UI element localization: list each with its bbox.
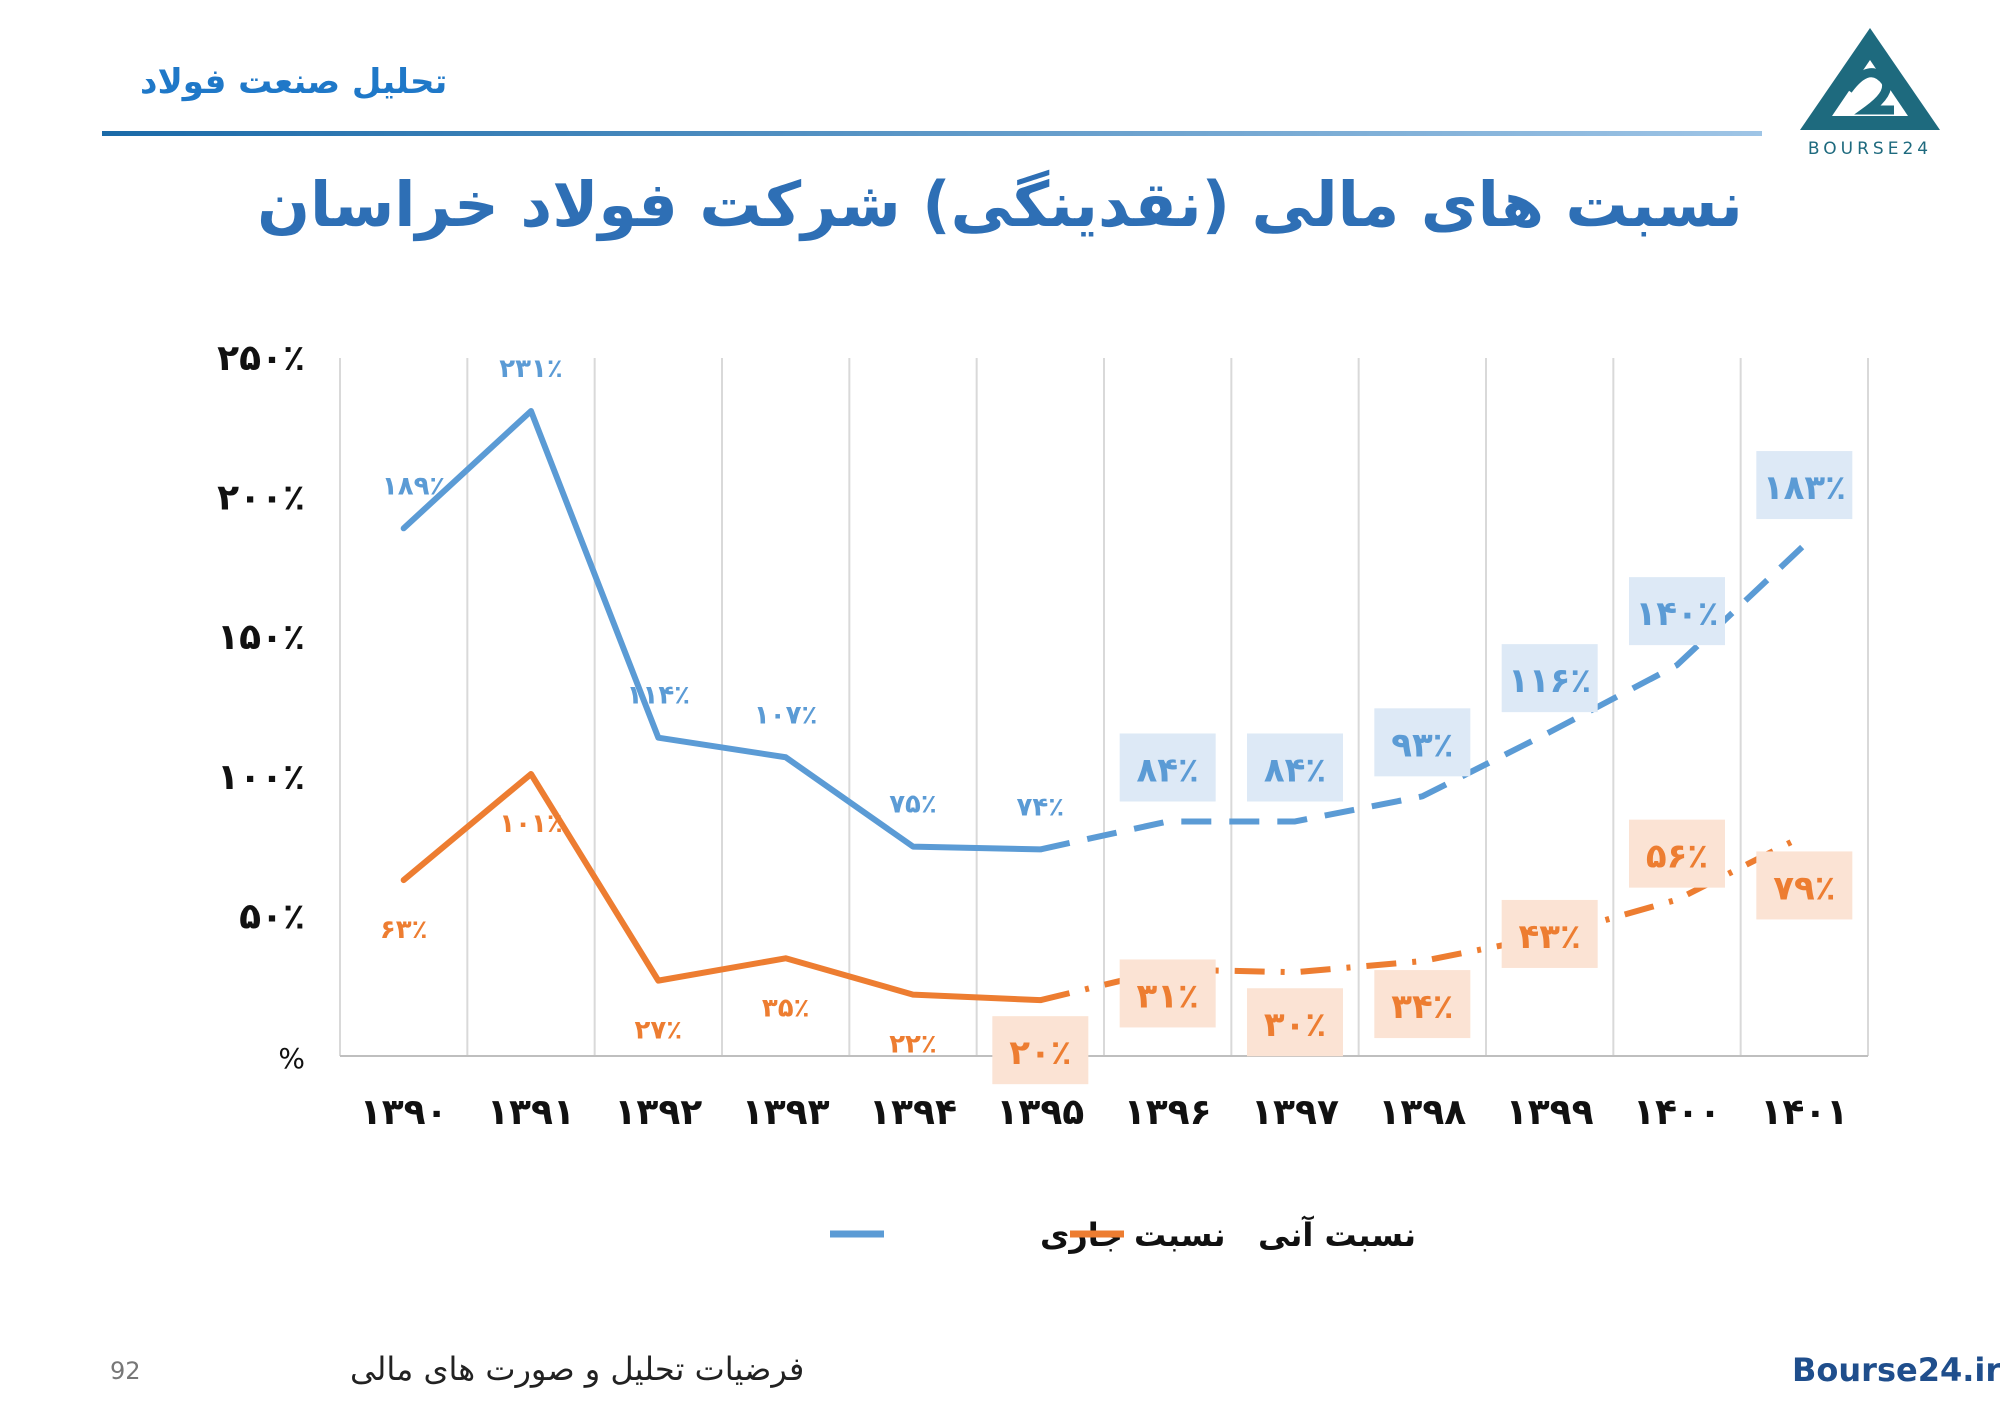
logo-text: BOURSE24	[1808, 139, 1932, 159]
data-label-box	[1119, 733, 1216, 802]
x-tick-label: ۱۳۹۸	[1378, 1092, 1466, 1133]
y-tick-label: ۱۵۰٪	[217, 617, 305, 658]
data-label: ۶۳٪	[380, 915, 428, 945]
x-tick-label: ۱۳۹۶	[1124, 1092, 1212, 1133]
data-label: ۲۲٪	[889, 1030, 937, 1060]
x-tick-label: ۱۴۰۱	[1760, 1092, 1848, 1133]
data-label: ۷۵٪	[889, 790, 937, 820]
data-label-box	[1756, 851, 1853, 920]
data-label: ۱۰۱٪	[499, 809, 562, 839]
bourse24-logo: BOURSE24	[1800, 28, 1940, 159]
x-tick-label: ۱۳۹۹	[1506, 1092, 1594, 1133]
data-label-box	[1374, 708, 1471, 777]
data-label: ۸۴٪	[1264, 750, 1326, 790]
series-line-forecast	[1039, 542, 1807, 853]
header-title: تحلیل صنعت فولاد	[140, 62, 448, 102]
data-label-box	[1501, 899, 1598, 968]
data-label: ۱۱۶٪	[1508, 661, 1591, 701]
data-label: ۱۴۰٪	[1635, 594, 1718, 634]
y-tick-label: ۱۰۰٪	[217, 757, 305, 798]
data-label: ۸۴٪	[1137, 750, 1199, 790]
data-label: ۲۰٪	[1009, 1033, 1071, 1073]
page-number: 92	[110, 1357, 141, 1385]
data-label: ۱۸۳٪	[1763, 468, 1846, 508]
data-label-box	[992, 1016, 1089, 1085]
data-label: ۲۷٪	[635, 1016, 683, 1046]
x-tick-label: ۱۳۹۴	[869, 1092, 957, 1133]
x-tick-label: ۱۳۹۰	[360, 1092, 448, 1133]
footer-site: Bourse24.ir	[1792, 1351, 2000, 1389]
x-tick-label: ۱۳۹۵	[996, 1092, 1084, 1133]
data-label-box	[1629, 577, 1725, 646]
data-label: ۱۱۴٪	[627, 681, 690, 711]
data-label: ۳۴٪	[1391, 987, 1453, 1027]
data-label: ۳۱٪	[1137, 976, 1199, 1016]
footer-subtitle: فرضیات تحلیل و صورت های مالی	[350, 1350, 805, 1388]
y-tick-label: %	[278, 1042, 305, 1075]
data-label: ۷۹٪	[1773, 868, 1835, 908]
series-line-actual	[400, 408, 1044, 853]
legend-label: نسبت جاری	[1040, 1216, 1225, 1254]
data-label-box	[1247, 988, 1343, 1057]
slide-title: نسبت های مالی (نقدینگی) شرکت فولاد خراسا…	[257, 168, 1743, 241]
data-label: ۷۴٪	[1017, 792, 1065, 822]
data-label-box	[1374, 970, 1471, 1039]
y-tick-label: ۲۰۰٪	[217, 478, 305, 519]
data-label: ۴۳٪	[1519, 917, 1581, 957]
data-label: ۹۳٪	[1391, 725, 1453, 765]
data-label-box	[1756, 451, 1853, 520]
legend-label: نسبت آنی	[1258, 1215, 1416, 1254]
x-tick-label: ۱۳۹۱	[487, 1092, 575, 1133]
data-label-box	[1501, 644, 1598, 713]
data-label: ۲۳۱٪	[499, 354, 562, 384]
data-label-box	[1247, 733, 1343, 802]
data-label-box	[1629, 819, 1725, 888]
header-divider	[102, 131, 1762, 136]
series-line-actual	[400, 771, 1044, 1004]
x-tick-label: ۱۳۹۳	[742, 1092, 830, 1133]
data-label-box	[1119, 959, 1216, 1028]
data-label: ۵۶٪	[1646, 837, 1708, 877]
x-tick-label: ۱۴۰۰	[1633, 1092, 1721, 1133]
y-tick-label: ۲۵۰٪	[217, 338, 305, 379]
y-tick-label: ۵۰٪	[239, 896, 305, 937]
data-label: ۱۸۹٪	[382, 471, 445, 501]
data-label: ۱۰۷٪	[754, 700, 817, 730]
data-label: ۳۵٪	[762, 993, 810, 1023]
x-tick-label: ۱۳۹۲	[614, 1092, 702, 1133]
data-label: ۳۰٪	[1264, 1005, 1326, 1045]
x-tick-label: ۱۳۹۷	[1251, 1092, 1339, 1133]
